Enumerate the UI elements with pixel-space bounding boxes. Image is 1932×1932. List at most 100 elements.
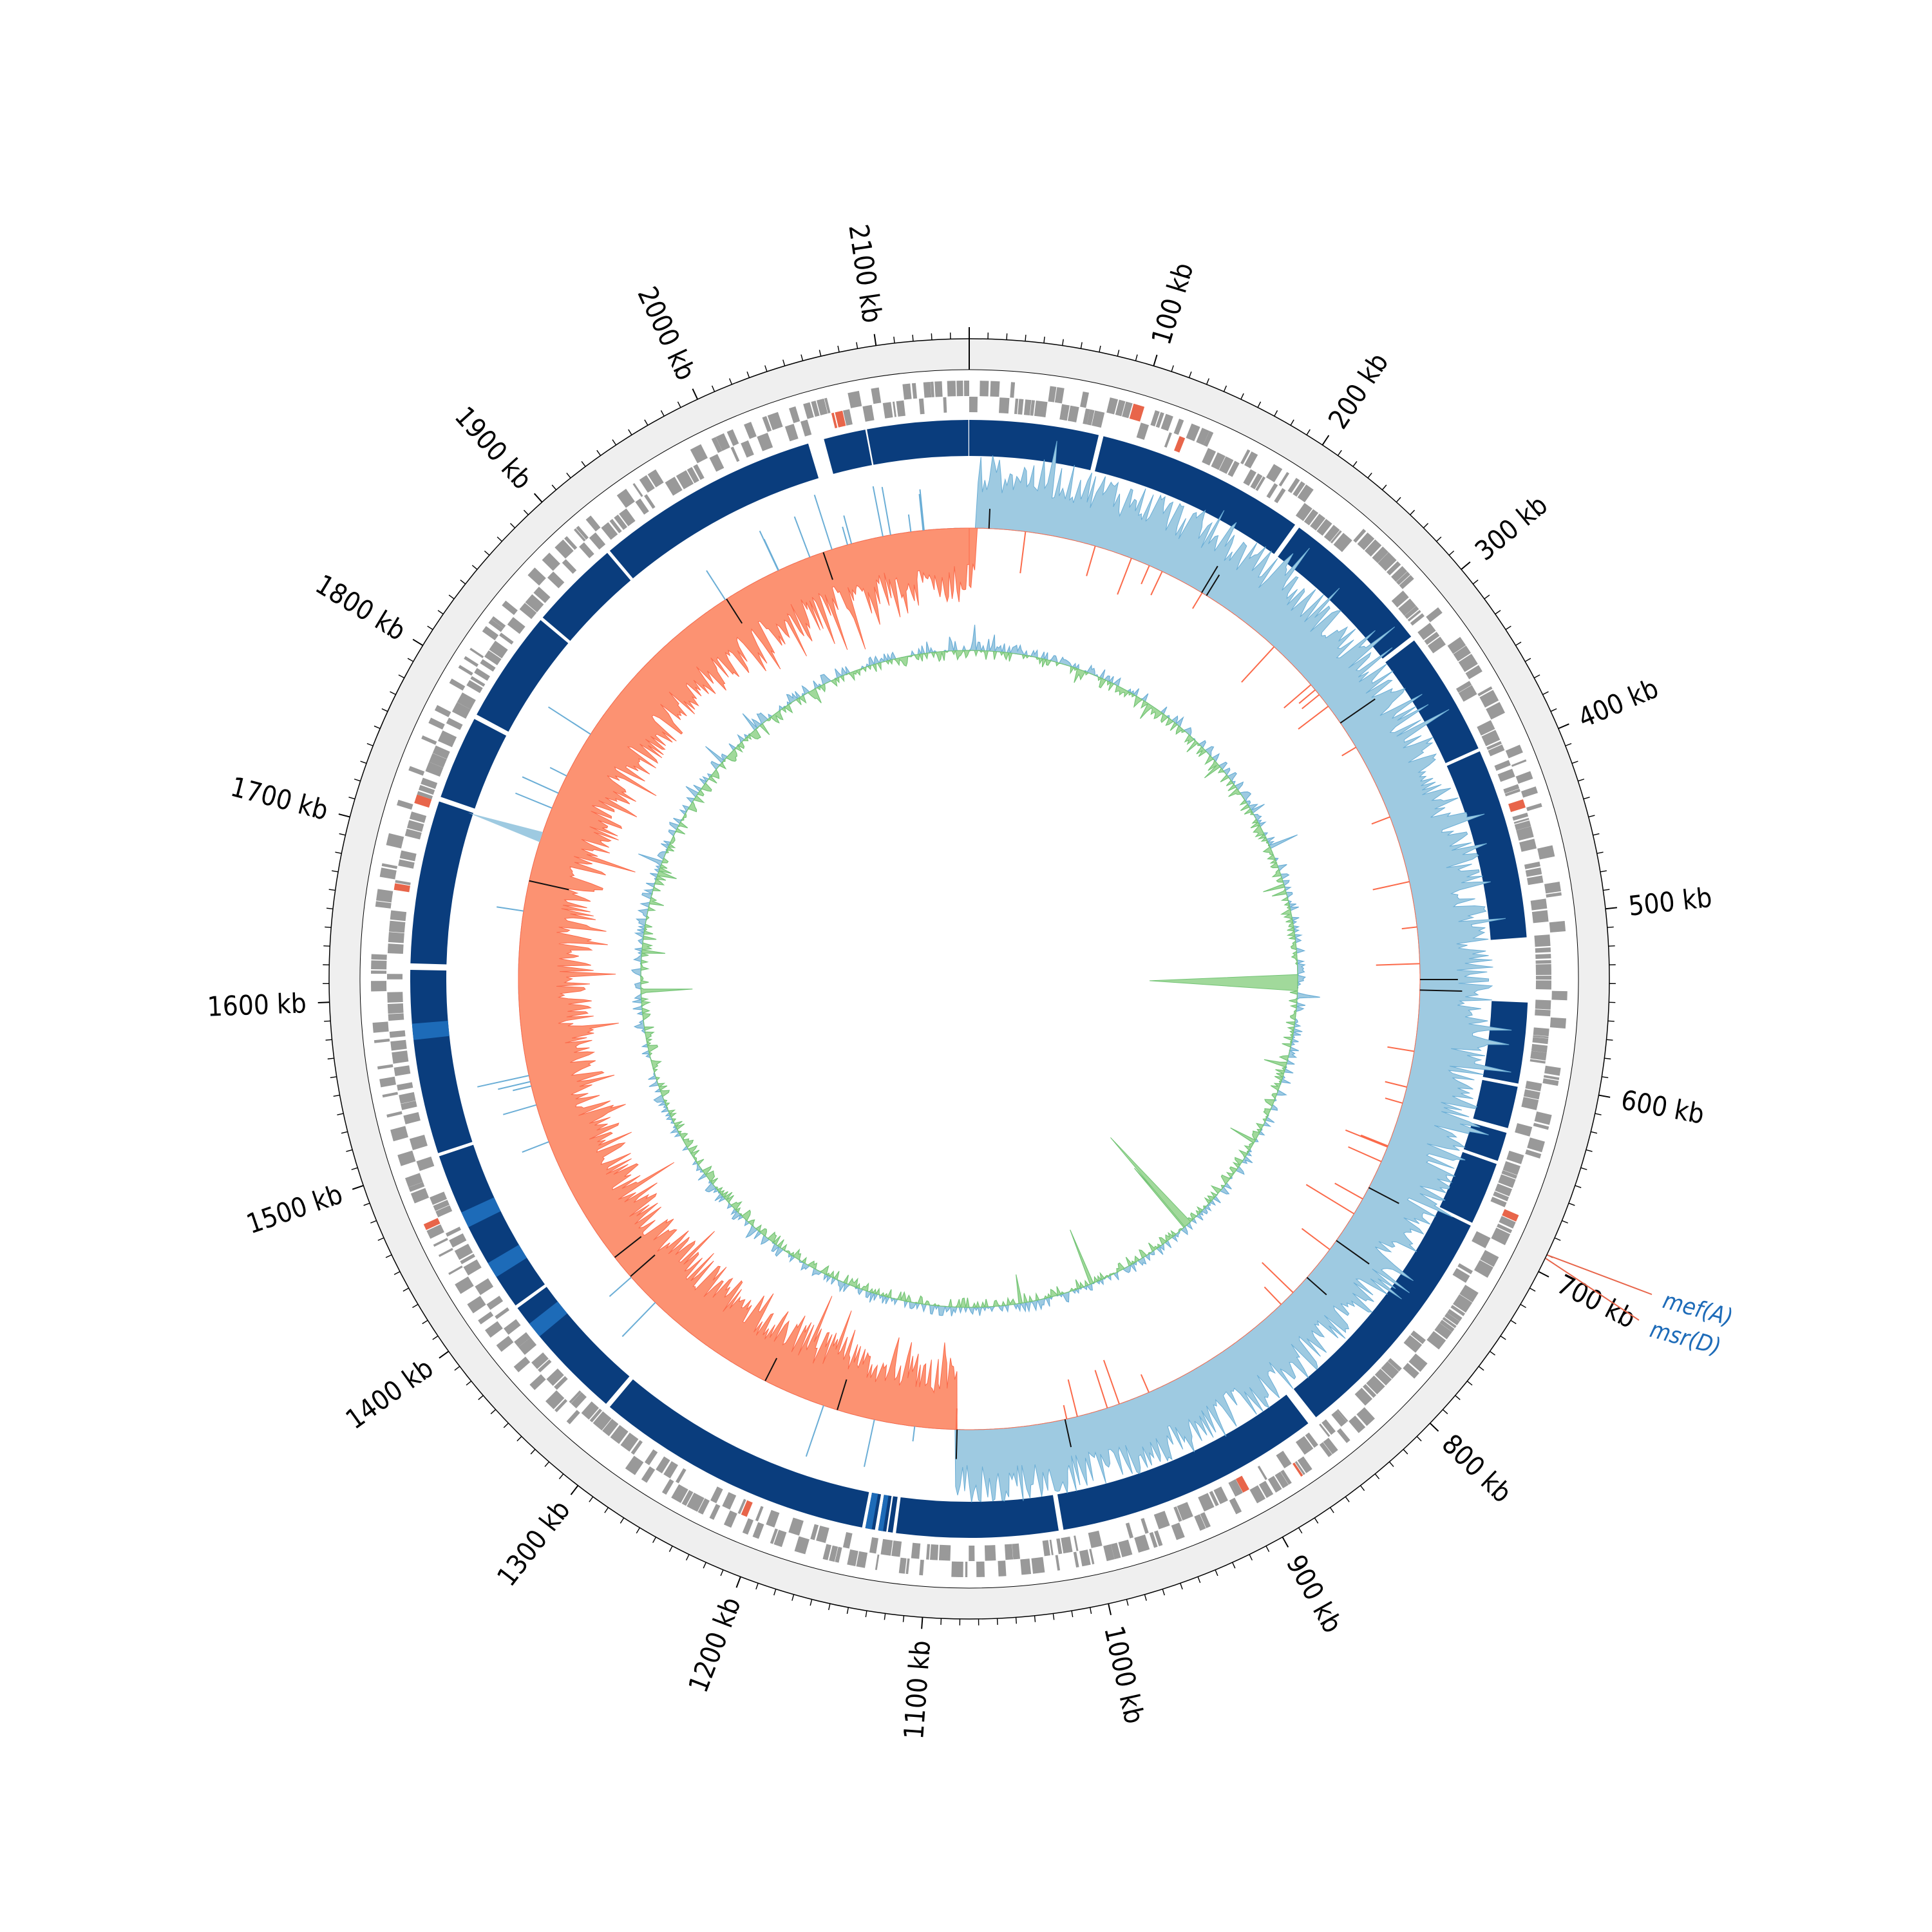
major-tick	[338, 813, 350, 818]
cds-feature	[1535, 947, 1551, 953]
minor-tick	[530, 1449, 536, 1455]
cds-feature	[1244, 451, 1258, 469]
minor-tick	[685, 1554, 690, 1561]
minor-tick	[484, 550, 490, 556]
minor-tick	[566, 472, 571, 478]
minor-tick	[764, 365, 768, 372]
cds-feature	[1403, 1335, 1423, 1353]
minor-tick	[1215, 1569, 1218, 1577]
homology-block	[1293, 1209, 1471, 1417]
minor-tick	[1588, 815, 1595, 818]
cds-feature	[432, 745, 450, 759]
cds-feature	[469, 647, 484, 659]
minor-tick	[1240, 393, 1244, 400]
minor-tick	[755, 1583, 759, 1590]
gc-skew-spike	[759, 530, 779, 571]
cds-feature	[1387, 1358, 1402, 1372]
cds-feature	[1381, 1361, 1399, 1379]
minor-tick	[884, 1613, 886, 1620]
cds-feature	[1374, 1368, 1392, 1386]
minor-tick	[1500, 1335, 1506, 1340]
tick-label: 800 kb	[1435, 1428, 1518, 1508]
cds-feature	[926, 1544, 931, 1560]
cds-feature	[1444, 1312, 1460, 1325]
minor-tick	[1329, 1507, 1334, 1513]
cds-feature	[379, 867, 397, 880]
tick-label: 1500 kb	[242, 1178, 346, 1240]
gc-skew-spike	[621, 1302, 656, 1338]
cds-feature	[803, 402, 814, 419]
minor-tick	[1608, 945, 1615, 947]
homology-block	[410, 801, 473, 965]
minor-tick	[327, 1057, 334, 1060]
major-tick	[317, 1001, 330, 1003]
cds-feature	[529, 1374, 546, 1390]
minor-tick	[1530, 1287, 1536, 1292]
cds-feature	[409, 1134, 428, 1151]
cds-feature	[711, 437, 723, 453]
cds-feature	[1249, 1485, 1265, 1504]
gc-skew-spike	[1140, 1374, 1150, 1393]
cds-feature	[773, 1530, 787, 1548]
cds-feature	[1086, 409, 1095, 426]
minor-tick	[374, 725, 381, 729]
cds-feature	[956, 381, 963, 397]
cds-feature	[1525, 1149, 1542, 1159]
cds-feature	[1426, 607, 1443, 623]
minor-tick	[1080, 342, 1083, 349]
rna-feature	[393, 883, 410, 893]
cds-feature	[1386, 561, 1401, 576]
gc-skew-spike	[609, 1276, 632, 1297]
cds-feature	[1014, 398, 1019, 415]
cds-feature	[1125, 1522, 1133, 1539]
minor-tick	[773, 1589, 777, 1596]
major-tick	[1429, 1423, 1439, 1432]
cds-feature	[437, 730, 457, 748]
minor-tick	[328, 889, 336, 891]
minor-tick	[1188, 371, 1192, 378]
cds-feature	[1543, 1075, 1560, 1081]
tick-label: 2000 kb	[631, 282, 702, 385]
cds-feature	[1502, 1161, 1520, 1175]
cds-feature	[911, 383, 918, 399]
cds-feature	[387, 1003, 404, 1014]
major-tick	[1558, 723, 1569, 730]
cds-feature	[722, 1492, 737, 1510]
rna-feature	[831, 412, 838, 429]
cds-feature	[635, 498, 649, 515]
rna-feature	[1174, 436, 1186, 453]
cds-feature	[554, 1376, 568, 1390]
minor-tick	[1520, 1303, 1526, 1309]
minor-tick	[1600, 870, 1607, 873]
cds-feature	[619, 508, 636, 527]
gc-skew-mark	[988, 509, 991, 529]
cds-feature	[542, 553, 560, 571]
cds-feature	[1486, 741, 1502, 750]
cds-feature	[1417, 623, 1436, 640]
cds-feature	[428, 717, 445, 730]
cds-feature	[1321, 1419, 1336, 1435]
cds-feature	[404, 828, 422, 840]
minor-tick	[720, 1569, 724, 1577]
cds-feature	[1457, 1263, 1473, 1274]
cds-feature	[376, 889, 393, 903]
gc-skew-mark	[1201, 565, 1218, 593]
cds-feature	[1331, 1410, 1347, 1427]
cds-feature	[1164, 432, 1172, 448]
cds-feature	[1549, 920, 1566, 933]
cds-feature	[1154, 1530, 1163, 1547]
cds-feature	[1458, 654, 1478, 672]
cds-feature	[1515, 1122, 1533, 1137]
cds-feature	[902, 383, 912, 400]
cds-feature	[403, 1112, 421, 1124]
minor-tick	[677, 401, 681, 408]
minor-tick	[1298, 1527, 1303, 1534]
cds-feature	[401, 1101, 417, 1110]
cds-feature	[491, 616, 506, 629]
cds-feature	[1056, 1538, 1063, 1555]
minor-tick	[703, 1562, 706, 1569]
cds-feature	[405, 1173, 423, 1188]
minor-tick	[1542, 691, 1549, 696]
minor-tick	[1249, 1554, 1253, 1561]
cds-feature	[671, 1484, 688, 1503]
